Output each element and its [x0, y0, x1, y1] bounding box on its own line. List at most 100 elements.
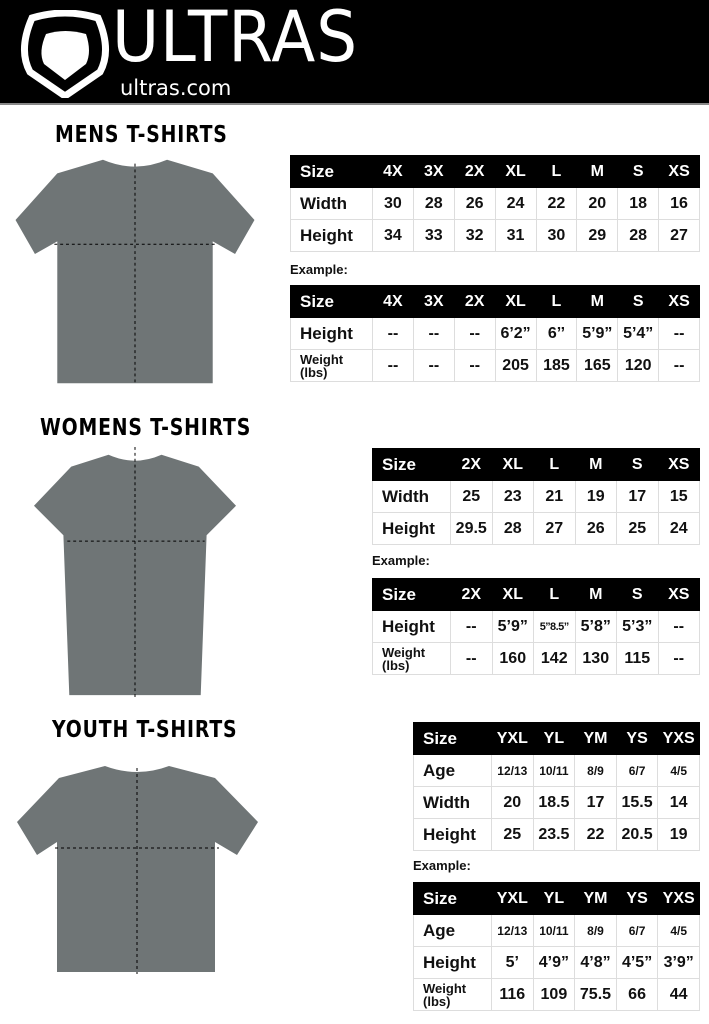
size-column-header: 4X [372, 285, 414, 318]
table-cell: 27 [658, 219, 700, 252]
mens-size-table: Size 4X 3X 2X XL L M S XS Width 30 28 26 24 22 20 18 16 He… [290, 155, 700, 252]
youth-tshirt-image [17, 766, 258, 974]
table-cell: -- [657, 642, 700, 675]
table-cell: 16 [658, 187, 700, 220]
table-cell: 165 [576, 349, 619, 382]
youth-title: YOUTH T-SHIRTS [52, 717, 238, 743]
table-cell: 20.5 [615, 818, 659, 851]
table-row: Width 25 23 21 19 17 15 [372, 480, 700, 513]
womens-size-table: Size 2X XL L M S XS Width 25 23 21 19 17 15 Height 29.5… [372, 448, 700, 545]
table-cell: -- [450, 642, 493, 675]
mens-example-label: Example: [290, 262, 348, 277]
size-column-header: YXL [491, 722, 534, 755]
size-column-header: YS [615, 882, 659, 915]
table-cell: -- [657, 610, 700, 643]
size-column-header: XS [658, 285, 700, 318]
size-column-header: YM [574, 722, 617, 755]
table-cell: 19 [657, 818, 700, 851]
header-row: Size 4X 3X 2X XL L M S XS [290, 155, 700, 188]
size-column-header: YXS [657, 722, 700, 755]
table-cell: 23 [491, 480, 534, 513]
table-row: Age 12/13 10/11 8/9 6/7 4/5 [413, 914, 700, 947]
size-column-header: YL [532, 882, 576, 915]
table-cell: 31 [494, 219, 537, 252]
table-row: Height -- 5’9” 5’’8.5” 5’8” 5’3” -- [372, 610, 700, 643]
site-url[interactable]: ultras.com [120, 76, 232, 100]
table-cell: 142 [533, 642, 576, 675]
table-cell: -- [372, 317, 414, 350]
row-label: Height [413, 946, 492, 979]
table-cell: 5’8” [574, 610, 617, 643]
table-cell: 29.5 [450, 512, 493, 545]
table-cell: 17 [574, 786, 617, 819]
row-label: Height [372, 610, 451, 643]
size-column-header: L [533, 578, 576, 611]
size-column-header: YS [615, 722, 659, 755]
table-cell: 6/7 [615, 754, 659, 787]
header-row: Size 4X 3X 2X XL L M S XS [290, 285, 700, 318]
size-column-header: YXL [491, 882, 534, 915]
size-column-header: S [617, 155, 660, 188]
table-cell: 22 [574, 818, 617, 851]
table-cell: 34 [372, 219, 414, 252]
row-label: Width [372, 480, 451, 513]
size-column-header: YL [532, 722, 576, 755]
table-row: Height 29.5 28 27 26 25 24 [372, 512, 700, 545]
header-row: Size 2X XL L M S XS [372, 578, 700, 611]
size-column-header: XL [494, 285, 537, 318]
table-cell: -- [372, 349, 414, 382]
table-cell: 29 [576, 219, 619, 252]
table-cell: -- [658, 349, 700, 382]
table-cell: 32 [453, 219, 496, 252]
brand-name: ULTRAS [112, 0, 359, 78]
ultras-shield-logo [21, 10, 109, 98]
size-column-header: XS [657, 578, 700, 611]
size-column-header: S [616, 448, 659, 481]
table-cell: 3’9” [657, 946, 700, 979]
table-cell: 116 [491, 978, 534, 1011]
youth-size-table: Size YXL YL YM YS YXS Age 12/13 10/11 8/9 6/7 4/5 Wi… [413, 722, 700, 851]
table-cell: 27 [533, 512, 576, 545]
size-column-header: 2X [450, 578, 493, 611]
table-cell: 26 [453, 187, 496, 220]
table-cell: 120 [617, 349, 660, 382]
table-cell: 66 [615, 978, 659, 1011]
table-cell: 17 [616, 480, 659, 513]
table-cell: -- [412, 317, 455, 350]
size-column-header: 2X [450, 448, 493, 481]
table-cell: 21 [533, 480, 576, 513]
size-header-label: Size [413, 882, 492, 915]
table-cell: 19 [574, 480, 617, 513]
size-column-header: M [576, 285, 619, 318]
youth-example-label: Example: [413, 858, 471, 873]
size-column-header: 4X [372, 155, 414, 188]
table-row: Height 34 33 32 31 30 29 28 27 [290, 219, 700, 252]
womens-tshirt-image [33, 446, 237, 699]
table-row: Height 5’ 4’9” 4’8” 4’5” 3’9” [413, 946, 700, 979]
size-column-header: XS [657, 448, 700, 481]
header-banner: ULTRAS ultras.com [0, 0, 709, 105]
table-cell: 4’8” [574, 946, 617, 979]
size-column-header: 2X [453, 155, 496, 188]
row-label: Height [290, 219, 373, 252]
table-cell: 130 [574, 642, 617, 675]
table-cell: 5’9” [491, 610, 534, 643]
table-cell: 25 [616, 512, 659, 545]
table-cell: 109 [532, 978, 576, 1011]
table-cell: 4/5 [657, 914, 700, 947]
table-cell: 26 [574, 512, 617, 545]
row-label: Age [413, 754, 492, 787]
size-column-header: M [574, 578, 617, 611]
size-column-header: YXS [657, 882, 700, 915]
table-cell: 5’3” [616, 610, 659, 643]
table-cell: 30 [372, 187, 414, 220]
table-cell: 33 [412, 219, 455, 252]
table-cell: 18.5 [532, 786, 576, 819]
table-cell: 4/5 [657, 754, 700, 787]
table-cell: 20 [576, 187, 619, 220]
table-cell: 8/9 [574, 914, 617, 947]
size-column-header: 3X [412, 155, 455, 188]
header-row: Size YXL YL YM YS YXS [413, 882, 700, 915]
size-column-header: L [535, 155, 578, 188]
table-cell: 22 [535, 187, 578, 220]
